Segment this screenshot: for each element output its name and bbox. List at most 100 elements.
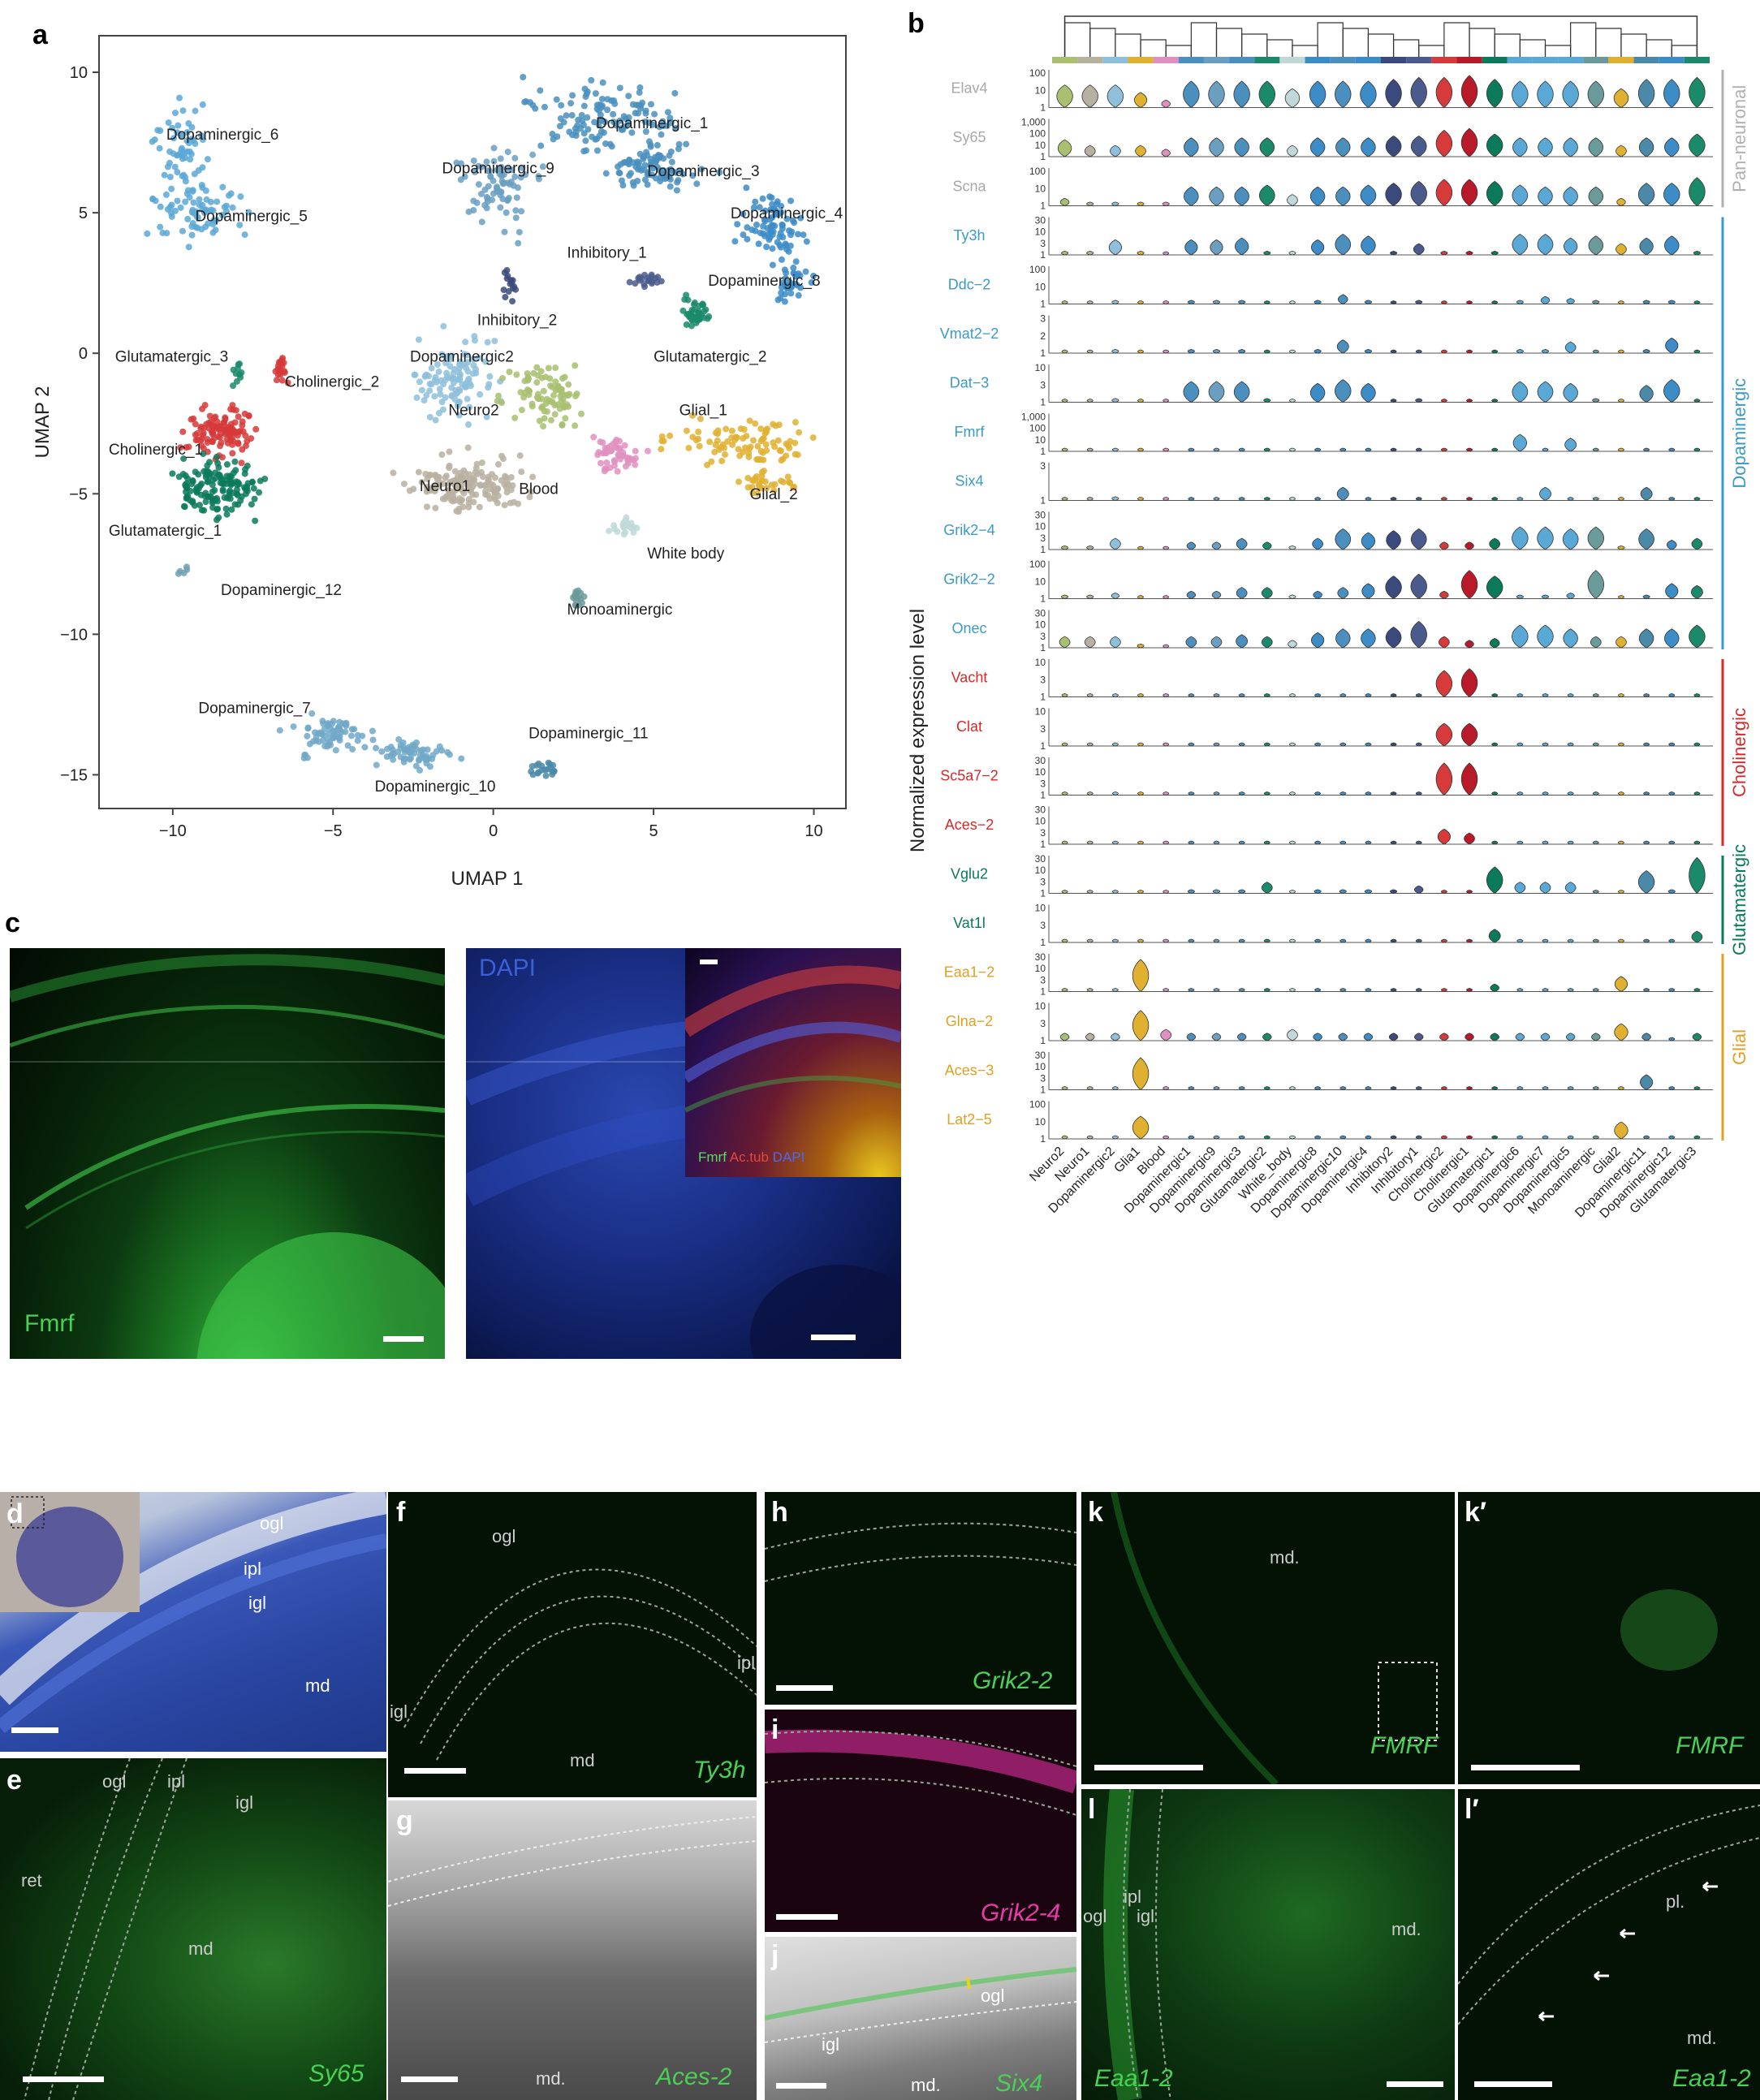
- violin-shape: [1061, 742, 1068, 747]
- umap-cell-point: [195, 166, 202, 174]
- violin-tick-label: 1: [1040, 1133, 1046, 1145]
- violin-shape: [1693, 988, 1701, 992]
- violin-shape: [1385, 576, 1402, 599]
- violin-shape: [1486, 79, 1503, 109]
- umap-cell-point: [660, 155, 667, 162]
- violin-shape: [1111, 496, 1119, 501]
- umap-cell-point: [190, 209, 197, 217]
- panel-h-scale-bar: [776, 1685, 833, 1691]
- umap-cell-point: [442, 493, 450, 500]
- umap-cell-point: [518, 208, 525, 215]
- violin-shape: [1184, 137, 1199, 157]
- umap-cell-point: [176, 94, 183, 101]
- umap-cell-point: [540, 387, 547, 395]
- violin-shape: [1516, 300, 1524, 304]
- umap-cell-point: [483, 205, 490, 212]
- umap-cell-point: [654, 278, 661, 286]
- panel-e-region-md: md: [188, 1938, 214, 1959]
- umap-cell-point: [764, 225, 771, 232]
- violin-shape: [1538, 186, 1553, 206]
- umap-y-tick-label: 5: [79, 205, 88, 222]
- umap-cell-point: [429, 484, 437, 491]
- violin-shape: [1081, 84, 1098, 108]
- violin-shape: [1668, 1086, 1676, 1090]
- umap-cluster-label: Dopaminergic_3: [647, 163, 759, 180]
- panel-c-right-scale-bar: [811, 1335, 856, 1340]
- violin-gene-label: Lat2−5: [947, 1111, 992, 1128]
- umap-cell-point: [771, 222, 779, 230]
- violin-shape: [1491, 791, 1499, 796]
- umap-cell-point: [759, 195, 766, 202]
- violin-shape: [1238, 300, 1246, 304]
- violin-shape: [1263, 840, 1270, 845]
- violin-shape: [1410, 573, 1427, 599]
- umap-cell-point: [777, 447, 784, 455]
- violin-shape: [1390, 840, 1397, 845]
- violin-shape: [1288, 447, 1296, 452]
- violin-shape: [1539, 486, 1551, 501]
- umap-cell-point: [614, 468, 621, 475]
- violin-shape: [1663, 379, 1680, 403]
- violin-shape: [1261, 587, 1273, 599]
- umap-cluster-label: Glutamatergic_2: [654, 349, 766, 366]
- inset-legend-actub: Ac.tub: [729, 1149, 769, 1165]
- umap-cluster-label: Dopaminergic_4: [731, 205, 843, 222]
- violin-shape: [1061, 300, 1068, 304]
- umap-cell-point: [177, 444, 184, 451]
- umap-cell-point: [179, 227, 186, 235]
- violin-shape: [1287, 194, 1298, 206]
- umap-cell-point: [549, 131, 556, 138]
- umap-cell-point: [810, 272, 817, 279]
- umap-cell-point: [494, 461, 502, 468]
- umap-cell-point: [238, 369, 245, 377]
- violin-shape: [1489, 637, 1500, 649]
- umap-cell-point: [406, 756, 413, 763]
- umap-cell-point: [803, 238, 810, 245]
- umap-cell-point: [753, 221, 761, 228]
- violin-shape: [1541, 594, 1550, 599]
- violin-shape: [1466, 988, 1473, 992]
- violin-tick-label: 10: [1035, 576, 1046, 587]
- umap-cell-point: [485, 384, 492, 391]
- violin-tick-label: 1: [1040, 201, 1046, 212]
- violin-shape: [1643, 1135, 1650, 1140]
- panel-d-region-ipl: ipl: [244, 1559, 262, 1579]
- umap-cell-point: [554, 401, 562, 408]
- violin-tick-label: 1,000: [1021, 117, 1046, 128]
- umap-cell-point: [763, 485, 770, 492]
- umap-cluster-label: Dopaminergic_11: [528, 725, 649, 742]
- umap-y-tick-label: −10: [60, 626, 88, 644]
- umap-cell-point: [542, 772, 550, 779]
- umap-cell-point: [290, 723, 297, 731]
- umap-cell-point: [483, 158, 490, 166]
- dendrogram-link: [1266, 39, 1293, 57]
- violin-shape: [1208, 80, 1225, 108]
- cluster-color-swatch: [1608, 57, 1634, 63]
- umap-cell-point: [413, 745, 421, 752]
- umap-cell-point: [204, 436, 211, 443]
- violin-shape: [1339, 938, 1347, 943]
- umap-cell-point: [658, 131, 665, 138]
- violin-shape: [1415, 398, 1423, 403]
- violin-shape: [1188, 791, 1195, 796]
- violin-shape: [1410, 180, 1427, 206]
- umap-cell-point: [621, 442, 628, 449]
- umap-cell-point: [144, 230, 151, 237]
- violin-shape: [1591, 1033, 1601, 1041]
- panel-l-region-md: md.: [1391, 1919, 1421, 1939]
- violin-shape: [1111, 348, 1119, 354]
- umap-cell-point: [461, 173, 468, 180]
- cluster-color-swatch: [1279, 57, 1305, 63]
- violin-shape: [1637, 79, 1655, 109]
- violin-shape: [1186, 1033, 1197, 1041]
- violin-shape: [1212, 889, 1221, 894]
- umap-cell-point: [533, 761, 541, 769]
- violin-y-axis-label: Normalized expression level: [907, 609, 929, 852]
- umap-cell-point: [209, 481, 216, 489]
- violin-shape: [1415, 1135, 1422, 1140]
- violin-shape: [1288, 300, 1296, 304]
- umap-cell-point: [242, 442, 249, 450]
- violin-shape: [1642, 594, 1650, 599]
- violin-gene-label: Sy65: [952, 129, 986, 145]
- umap-cell-point: [187, 487, 194, 494]
